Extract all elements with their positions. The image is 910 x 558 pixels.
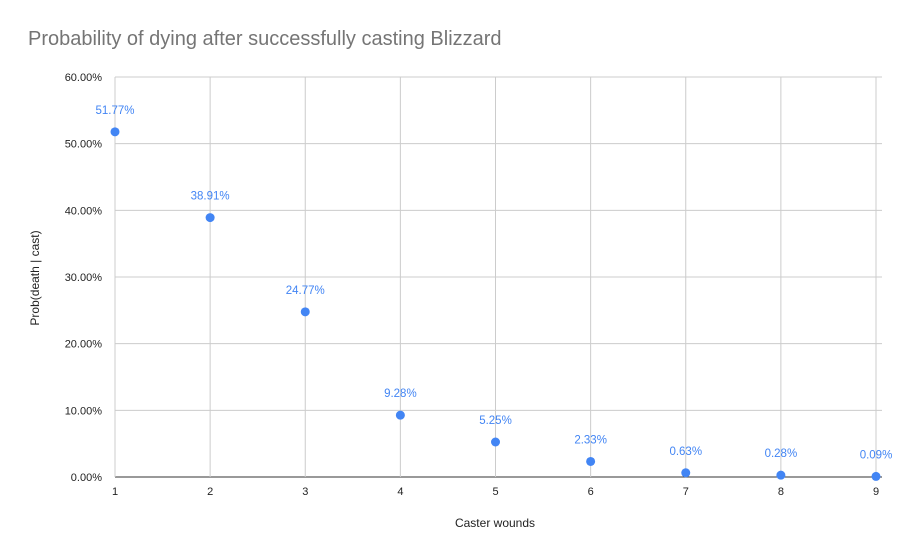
data-point <box>681 468 691 478</box>
chart-title: Probability of dying after successfully … <box>28 28 502 50</box>
x-tick-label: 2 <box>207 486 213 498</box>
x-tick-label: 1 <box>112 486 118 498</box>
y-tick-label: 50.00% <box>65 139 103 151</box>
data-point <box>871 471 881 481</box>
x-axis-title: Caster wounds <box>455 516 535 530</box>
y-axis-title: Prob(death | cast) <box>28 230 42 325</box>
data-label: 38.91% <box>191 191 230 203</box>
data-point <box>491 437 500 447</box>
points-layer <box>110 127 881 481</box>
x-tick-label: 7 <box>683 486 689 498</box>
data-label: 0.63% <box>669 446 702 458</box>
data-label: 24.77% <box>286 285 325 297</box>
data-point <box>205 213 215 223</box>
x-tick-label: 8 <box>778 486 784 498</box>
x-tick-label: 6 <box>588 486 594 498</box>
data-point <box>586 456 596 466</box>
data-label: 9.28% <box>384 388 417 400</box>
data-point <box>110 127 120 137</box>
data-label: 5.25% <box>479 415 512 427</box>
y-tick-label: 10.00% <box>65 405 103 417</box>
y-tick-label: 30.00% <box>65 272 103 284</box>
data-point <box>776 470 786 480</box>
data-label: 0.09% <box>860 449 893 461</box>
grid-layer <box>114 76 882 478</box>
data-label: 2.33% <box>574 434 607 446</box>
tick-layer: 0.00% 10.00% 20.00% 30.00% 40.00% 50.00% 60.00… <box>65 72 879 498</box>
x-tick-label: 4 <box>397 486 403 498</box>
data-labels-layer: 51.77% 38.91% 24.77% 9.28% 5.25% 2.33% 0.63% 0.… <box>95 105 892 462</box>
y-tick-label: 20.00% <box>65 339 103 351</box>
y-tick-label: 60.00% <box>65 72 103 84</box>
x-tick-label: 9 <box>873 486 879 498</box>
y-tick-label: 40.00% <box>65 205 103 217</box>
data-label: 51.77% <box>95 105 134 117</box>
data-label: 0.28% <box>765 448 798 460</box>
y-tick-label: 0.00% <box>71 472 102 484</box>
data-point <box>395 410 405 420</box>
x-tick-label: 5 <box>492 486 498 498</box>
x-tick-label: 3 <box>302 486 308 498</box>
data-point <box>300 307 310 317</box>
